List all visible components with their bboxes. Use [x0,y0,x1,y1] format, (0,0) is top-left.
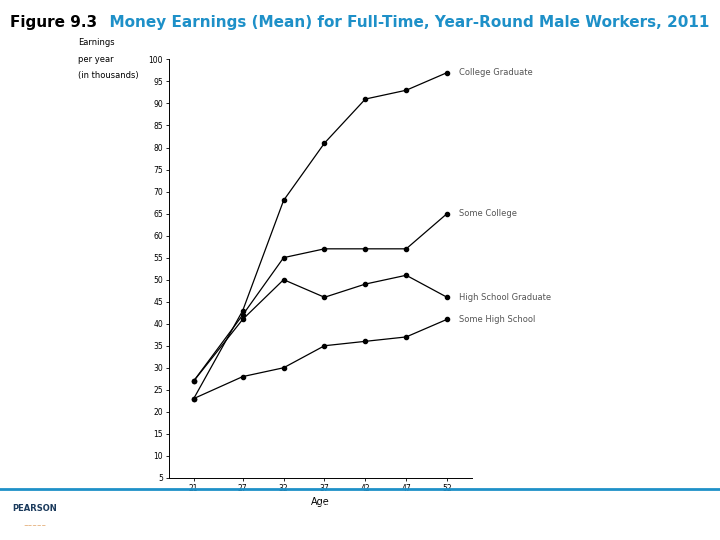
Text: (in thousands): (in thousands) [78,71,139,80]
Text: Money Earnings (Mean) for Full-Time, Year-Round Male Workers, 2011: Money Earnings (Mean) for Full-Time, Yea… [99,15,710,30]
Text: ~~~~~: ~~~~~ [23,523,46,528]
Text: Some High School: Some High School [459,315,536,324]
Text: Earnings: Earnings [78,38,115,47]
X-axis label: Age: Age [311,497,330,507]
Text: High School Graduate: High School Graduate [459,293,552,302]
Text: Copyright © 2015 by Pearson Education, Inc.: Copyright © 2015 by Pearson Education, I… [553,503,716,510]
FancyBboxPatch shape [0,492,71,536]
Text: PEARSON: PEARSON [12,504,57,512]
Text: per year: per year [78,55,114,64]
Text: All rights reserved.: All rights reserved. [648,522,716,528]
Text: Ronald G. Ehrenberg • Robert S. Smith: Ronald G. Ehrenberg • Robert S. Smith [76,522,215,528]
Text: Some College: Some College [459,209,518,218]
Text: Modern Labor Economics: Theory and Public Policy, Twelfth Edition, Global Editio: Modern Labor Economics: Theory and Publi… [76,503,370,509]
Text: College Graduate: College Graduate [459,68,533,77]
Text: Figure 9.3: Figure 9.3 [10,15,97,30]
